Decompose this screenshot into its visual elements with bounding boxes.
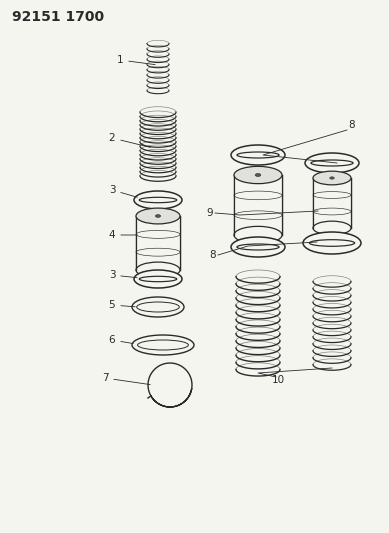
Ellipse shape bbox=[155, 215, 161, 217]
Ellipse shape bbox=[134, 270, 182, 288]
Ellipse shape bbox=[237, 244, 279, 250]
Text: 3: 3 bbox=[109, 185, 137, 197]
Ellipse shape bbox=[305, 153, 359, 173]
Text: 2: 2 bbox=[109, 133, 150, 147]
Ellipse shape bbox=[138, 340, 188, 350]
Ellipse shape bbox=[132, 297, 184, 317]
Text: 9: 9 bbox=[207, 208, 213, 218]
Ellipse shape bbox=[231, 145, 285, 165]
Text: 8: 8 bbox=[210, 250, 216, 260]
Text: 92151 1700: 92151 1700 bbox=[12, 10, 104, 24]
Text: 1: 1 bbox=[117, 55, 155, 65]
Ellipse shape bbox=[303, 232, 361, 254]
Text: 5: 5 bbox=[109, 300, 135, 310]
Ellipse shape bbox=[309, 240, 355, 246]
Ellipse shape bbox=[234, 227, 282, 244]
Ellipse shape bbox=[313, 171, 351, 185]
Bar bbox=[136, 216, 180, 270]
Text: 10: 10 bbox=[272, 375, 285, 385]
Ellipse shape bbox=[134, 191, 182, 209]
Bar bbox=[234, 175, 282, 235]
Text: 4: 4 bbox=[109, 230, 137, 240]
Ellipse shape bbox=[234, 166, 282, 184]
Ellipse shape bbox=[136, 208, 180, 224]
Ellipse shape bbox=[311, 160, 353, 166]
Ellipse shape bbox=[139, 197, 177, 203]
Ellipse shape bbox=[255, 173, 261, 176]
Ellipse shape bbox=[139, 276, 177, 282]
Ellipse shape bbox=[237, 152, 279, 158]
Bar bbox=[313, 178, 351, 228]
Ellipse shape bbox=[137, 302, 179, 312]
Ellipse shape bbox=[330, 177, 334, 179]
Ellipse shape bbox=[313, 221, 351, 235]
Ellipse shape bbox=[231, 237, 285, 257]
Text: 3: 3 bbox=[109, 270, 137, 280]
Ellipse shape bbox=[132, 335, 194, 355]
Text: 7: 7 bbox=[102, 373, 150, 385]
Text: 6: 6 bbox=[109, 335, 133, 345]
Ellipse shape bbox=[136, 262, 180, 278]
Text: 8: 8 bbox=[349, 120, 355, 130]
